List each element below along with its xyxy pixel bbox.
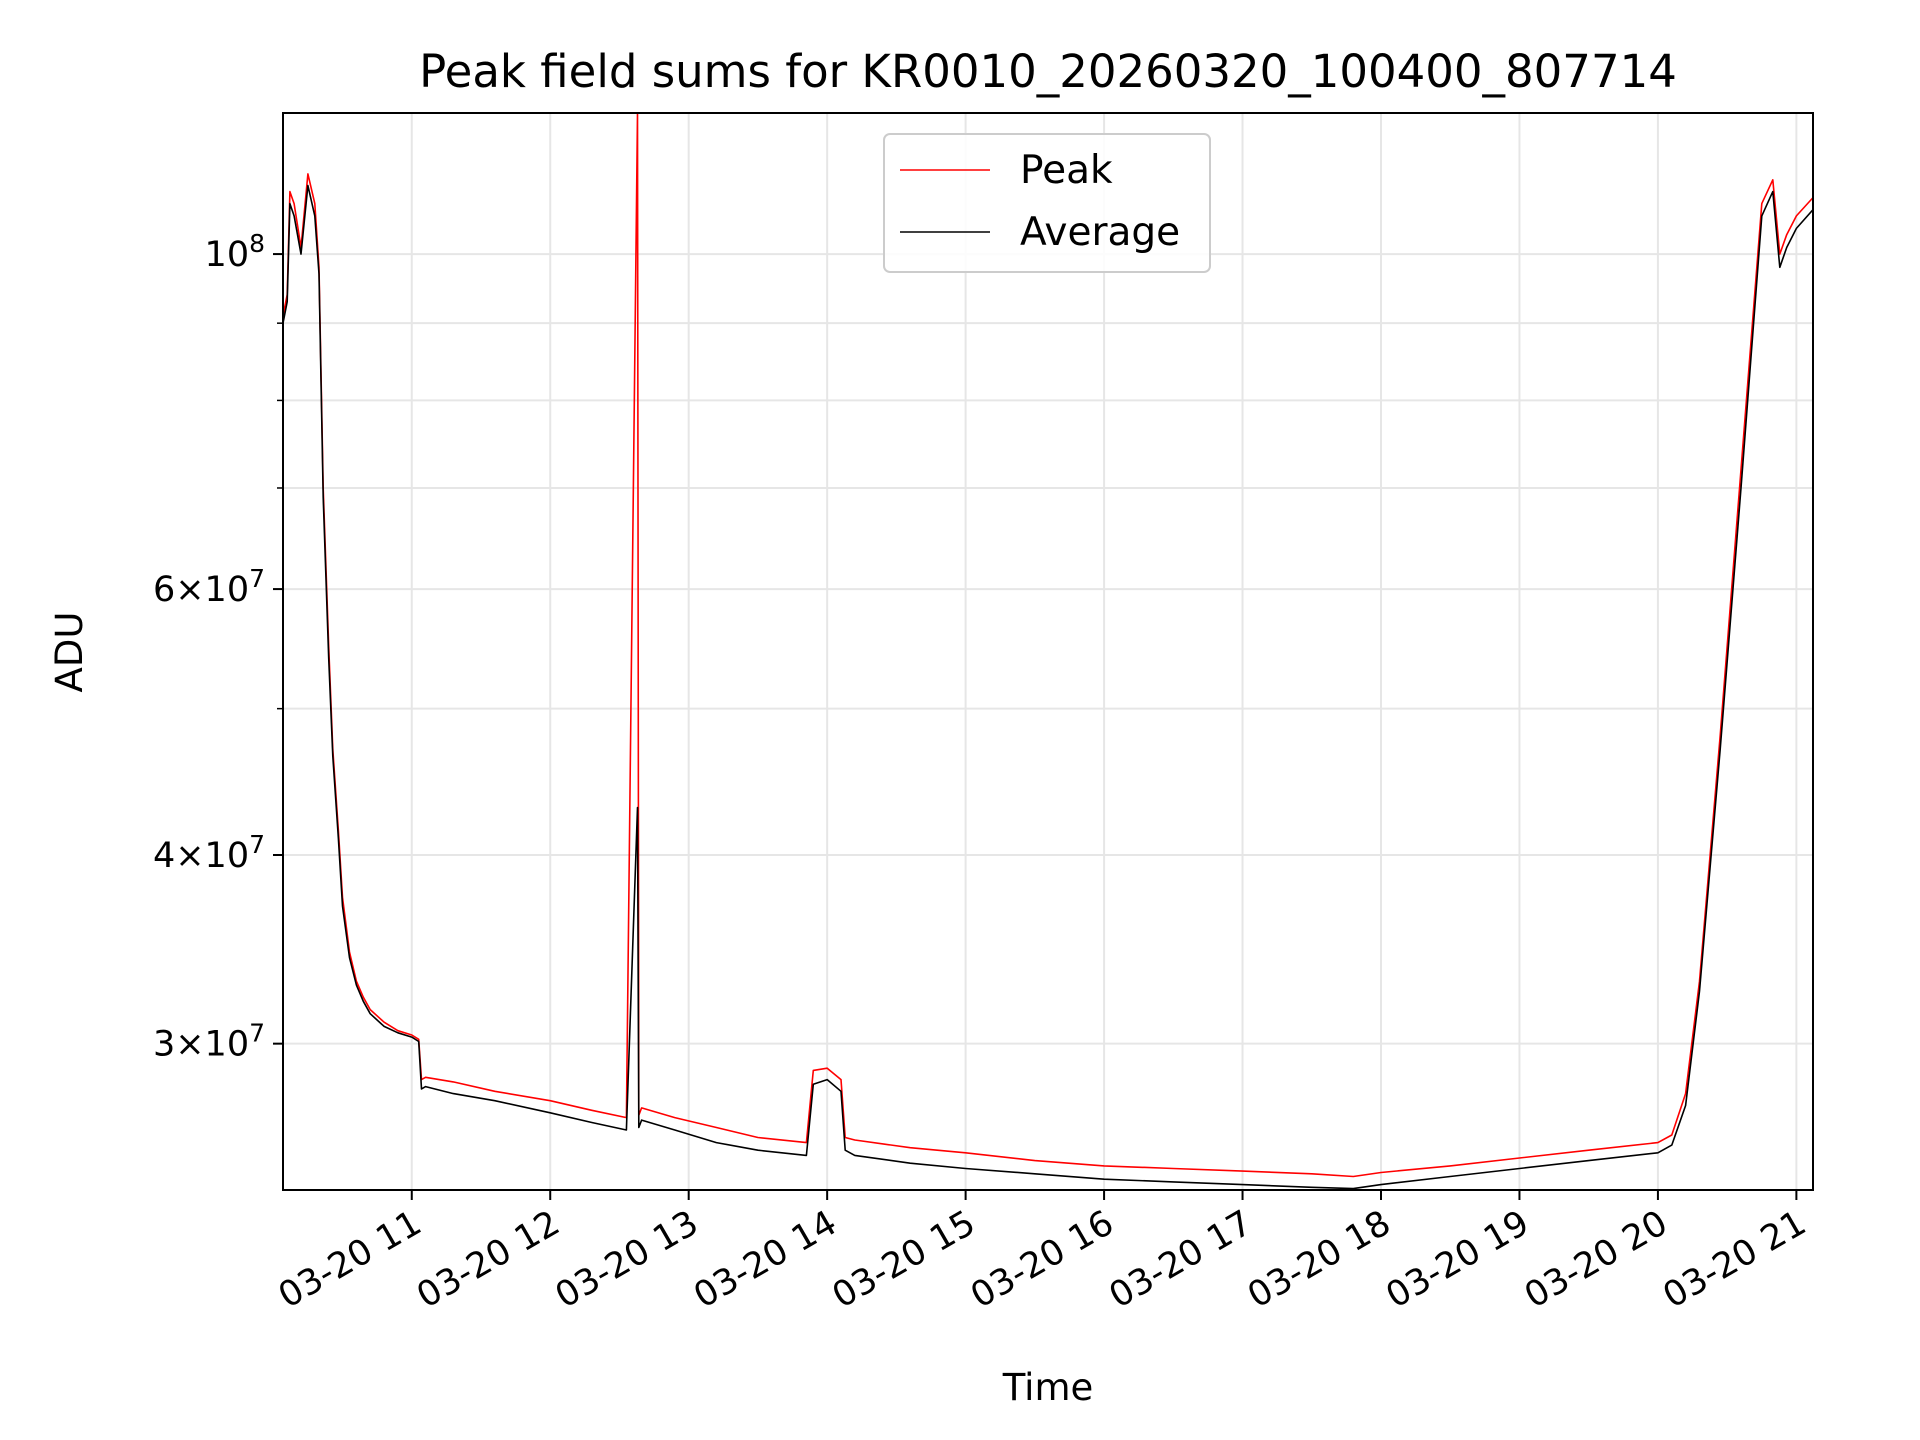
- series-layer: [283, 113, 1813, 1190]
- plot-frame: [282, 112, 1814, 1191]
- y-tick-ten: 10: [205, 235, 250, 275]
- legend-box: [883, 133, 1211, 273]
- y-tick-ten: 10: [205, 570, 250, 610]
- y-axis-label: ADU: [48, 612, 91, 693]
- chart-title: Peak field sums for KR0010_20260320_1004…: [419, 45, 1677, 98]
- y-tick-ten: 10: [205, 836, 250, 876]
- y-tick-label: 108: [205, 229, 265, 275]
- y-tick-label: 4×107: [153, 830, 265, 876]
- y-tick-times: ×: [175, 570, 204, 610]
- y-tick-times: ×: [175, 1025, 204, 1065]
- series-line-average: [283, 184, 1813, 1190]
- y-tick-base: 3: [153, 1025, 175, 1065]
- y-tick-label: 6×107: [153, 564, 265, 610]
- legend-average-label: Average: [1020, 210, 1180, 255]
- y-tick-base: 6: [153, 570, 175, 610]
- y-tick-label: 3×107: [153, 1019, 265, 1065]
- legend-peak-label: Peak: [1020, 148, 1113, 193]
- grid-layer: [283, 113, 1813, 1190]
- y-tick-times: ×: [175, 836, 204, 876]
- y-tick-ten: 10: [205, 1025, 250, 1065]
- x-axis-label: Time: [1002, 1366, 1094, 1409]
- y-tick-exponent: 8: [249, 229, 265, 258]
- y-tick-exponent: 7: [249, 1019, 265, 1048]
- y-tick-exponent: 7: [249, 830, 265, 859]
- y-tick-base: 4: [153, 836, 175, 876]
- y-tick-exponent: 7: [249, 564, 265, 593]
- legend: Peak Average: [883, 133, 1211, 273]
